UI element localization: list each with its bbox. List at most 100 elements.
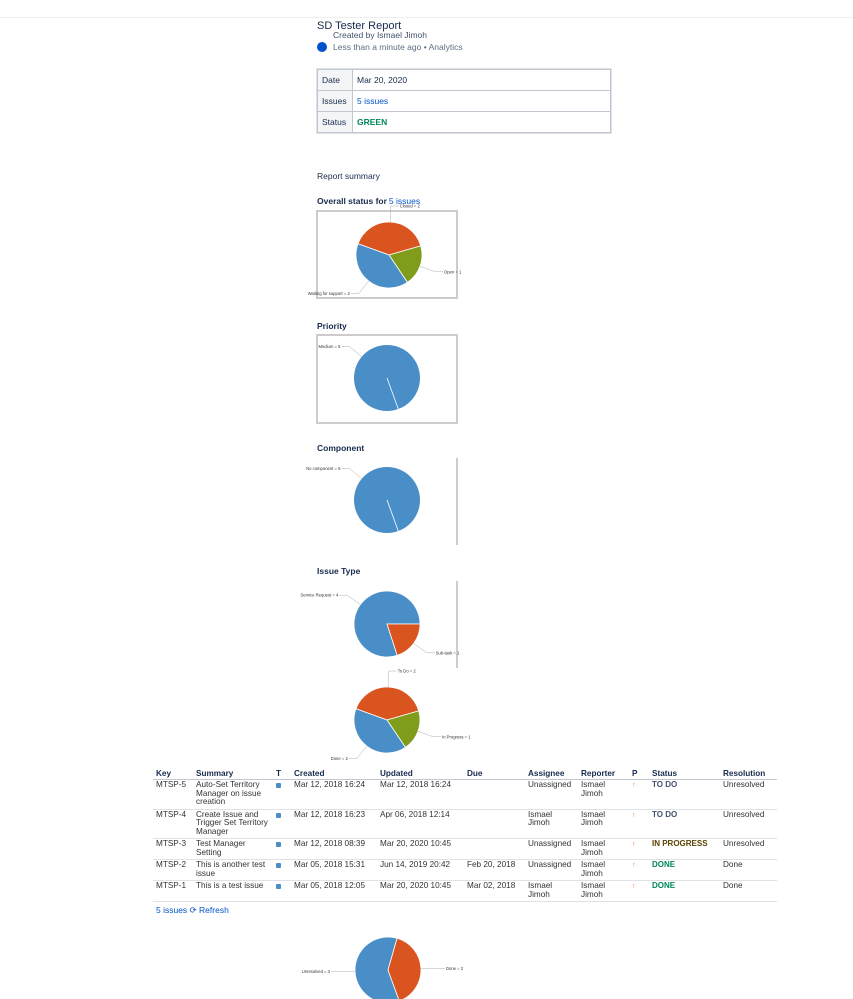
resolution: Unresolved — [720, 779, 777, 810]
issue-row: MTSP-5 Auto-Set Territory Manager on issu… — [153, 779, 777, 810]
created: Mar 12, 2018 08:39 — [291, 838, 377, 860]
leader-line — [413, 643, 435, 654]
issue-row: MTSP-3 Test Manager Setting Mar 12, 2018 0… — [153, 838, 777, 860]
priority-icon: ↑ — [632, 811, 636, 819]
pie-slice — [355, 243, 409, 289]
column-header: Resolution — [720, 768, 777, 780]
assignee: Unassigned — [525, 859, 578, 881]
info-row: Date Mar 20, 2020 — [317, 69, 611, 91]
assignee: Ismael Jimoh — [525, 880, 578, 902]
slice-label: Medium = 5 — [318, 344, 341, 349]
created: Mar 05, 2018 12:05 — [291, 880, 377, 902]
issue-count[interactable]: 5 issues — [156, 905, 188, 915]
column-header: T — [273, 768, 291, 780]
resolution: Unresolved — [720, 838, 777, 860]
created: Mar 05, 2018 15:31 — [291, 859, 377, 881]
issue-key[interactable]: MTSP-2 — [153, 859, 193, 881]
avatar[interactable] — [317, 42, 327, 52]
assignee: Unassigned — [525, 779, 578, 810]
type-cell — [273, 859, 291, 881]
info-row: Status GREEN — [317, 111, 611, 133]
type-icon — [276, 783, 281, 788]
slice-label: Service Request = 4 — [301, 593, 339, 598]
created: Mar 12, 2018 16:23 — [291, 809, 377, 839]
issue-key[interactable]: MTSP-4 — [153, 809, 193, 839]
leader-line — [420, 968, 445, 970]
updated: Mar 20, 2020 10:45 — [377, 880, 464, 902]
slice-label: Closed = 2 — [400, 204, 421, 209]
status-lozenge: TO DO — [652, 809, 678, 819]
issue-key[interactable]: MTSP-3 — [153, 838, 193, 860]
pie-slice — [353, 708, 407, 754]
type-icon — [276, 884, 281, 889]
slice-edge — [386, 499, 399, 532]
updated: Mar 12, 2018 16:24 — [377, 779, 464, 810]
header-row: Key Summary T Created Updated Due Assignee Repo… — [153, 768, 777, 780]
issue-key[interactable]: MTSP-1 — [153, 880, 193, 902]
priority-cell: ↑ — [629, 859, 649, 881]
refresh[interactable]: ⟳ Refresh — [189, 905, 229, 915]
issue-summary[interactable]: Test Manager Setting — [193, 838, 273, 860]
column-header: Created — [291, 768, 377, 780]
refresh-label[interactable]: Refresh — [199, 905, 229, 915]
issue-key[interactable]: MTSP-5 — [153, 779, 193, 810]
column-header: Reporter — [578, 768, 629, 780]
priority-cell: ↑ — [629, 809, 649, 839]
priority-icon: ↑ — [632, 782, 636, 789]
type-icon — [276, 842, 281, 847]
issue-summary[interactable]: This is another test issue — [193, 859, 273, 881]
info-key: Date — [317, 69, 353, 91]
pie-slice — [386, 623, 421, 656]
column-header: P — [629, 768, 649, 780]
priority-cell: ↑ — [629, 880, 649, 902]
leader-line — [387, 670, 397, 688]
issue-row: MTSP-1 This is a test issue Mar 05, 2018 1… — [153, 880, 777, 902]
leader-line — [341, 346, 362, 357]
slice-label: Waiting for support = 2 — [308, 291, 351, 296]
reporter: Ismael Jimoh — [578, 880, 629, 902]
priority-icon: ↑ — [632, 883, 636, 890]
created: Mar 12, 2018 16:24 — [291, 779, 377, 810]
priority-icon: ↑ — [632, 862, 636, 869]
chart-title: Overall status for 5 issues — [317, 196, 420, 206]
leader-line — [389, 205, 399, 223]
reporter: Ismael Jimoh — [578, 859, 629, 881]
status-lozenge: DONE — [652, 860, 676, 869]
status-cell: DONE — [649, 859, 720, 881]
issues-table: Key Summary T Created Updated Due Assignee Repo… — [153, 768, 777, 902]
leader-line — [348, 745, 367, 759]
slice-label: Done = 2 — [331, 756, 349, 761]
issue-summary[interactable]: Auto-Set Territory Manager on issue crea… — [193, 779, 273, 810]
issue-summary[interactable]: This is a test issue — [193, 880, 273, 902]
column-header: Key — [153, 768, 193, 780]
reporter: Ismael Jimoh — [578, 809, 629, 839]
chart-link[interactable]: 5 issues — [389, 196, 420, 206]
page-title: SD Tester Report — [317, 20, 402, 32]
reporter: Ismael Jimoh — [578, 779, 629, 810]
status-lozenge: TO DO — [652, 780, 678, 789]
updated: Jun 14, 2019 20:42 — [377, 859, 464, 881]
created-by: Created by Ismael Jimoh — [333, 30, 428, 40]
leader-line — [331, 970, 356, 972]
status-cell: DONE — [649, 880, 720, 902]
section-label: Report summary — [317, 171, 380, 181]
due — [464, 779, 525, 810]
issue-summary[interactable]: Create Issue and Trigger Set Territory M… — [193, 809, 273, 839]
status-lozenge: DONE — [652, 881, 676, 890]
pie-slice — [388, 245, 423, 283]
slice-edge — [386, 377, 399, 410]
updated: Apr 06, 2018 12:14 — [377, 809, 464, 839]
slice-label: Sub-task = 1 — [436, 650, 460, 655]
slice-label: In Progress = 1 — [442, 734, 471, 739]
timestamp: Less than a minute ago — [333, 42, 422, 52]
status-cell: TO DO — [649, 779, 720, 810]
type-icon — [276, 863, 281, 868]
type-cell — [273, 809, 291, 839]
slice-label: Unresolved = 3 — [302, 969, 331, 974]
slice-label: Open = 1 — [444, 269, 462, 274]
info-value: GREEN — [352, 111, 611, 133]
due — [464, 838, 525, 860]
app-link[interactable]: Analytics — [428, 42, 463, 52]
